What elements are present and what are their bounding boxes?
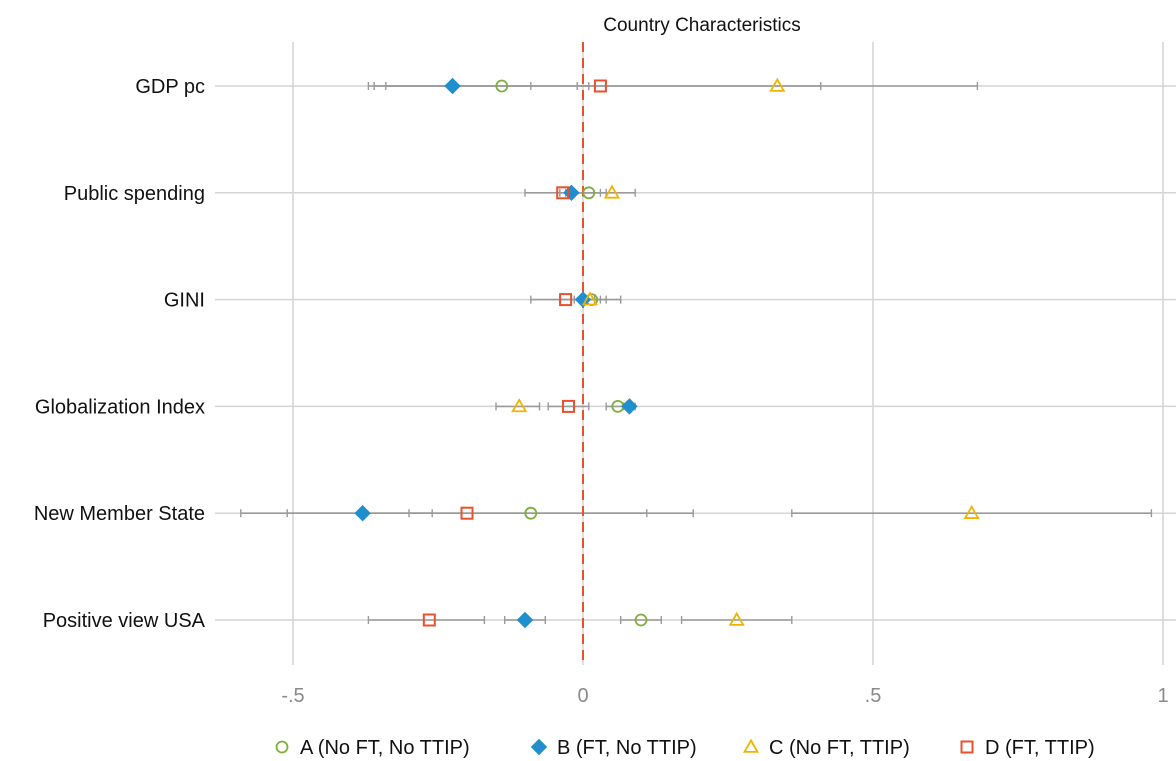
- point-marker: [728, 611, 745, 626]
- point-marker: [354, 504, 371, 522]
- category-gridlines: [215, 85, 1176, 621]
- point-marker: [593, 79, 607, 93]
- legend-marker: [960, 740, 974, 754]
- legend-item: C (No FT, TTIP): [742, 737, 910, 759]
- legend-label: C (No FT, TTIP): [769, 737, 910, 759]
- point-marker: [581, 291, 599, 306]
- legend-marker: [530, 738, 548, 756]
- point-marker: [524, 506, 538, 520]
- point-marker: [621, 398, 638, 415]
- point-marker: [963, 504, 980, 519]
- confidence-intervals: [240, 82, 1153, 624]
- x-tick-label: 1: [1157, 685, 1168, 707]
- category-label: GINI: [164, 290, 205, 312]
- point-marker: [516, 611, 534, 629]
- category-label: Public spending: [64, 183, 205, 205]
- point-marker: [444, 77, 461, 95]
- category-label: Globalization Index: [35, 396, 205, 418]
- legend: A (No FT, No TTIP) B (FT, No TTIP) C (No F…: [275, 737, 1095, 759]
- legend-item: B (FT, No TTIP): [530, 737, 697, 759]
- x-axis-tick-labels: -.5 0 .5 1: [281, 685, 1168, 707]
- point-marker: [769, 77, 786, 92]
- point-estimates: [354, 77, 980, 629]
- point-marker: [460, 506, 474, 520]
- point-marker: [603, 184, 621, 199]
- point-marker: [582, 186, 596, 200]
- point-marker: [511, 398, 528, 413]
- point-marker: [559, 293, 573, 307]
- legend-item: D (FT, TTIP): [960, 737, 1095, 759]
- point-marker: [634, 613, 648, 627]
- category-label: New Member State: [34, 503, 205, 525]
- legend-marker: [742, 738, 760, 753]
- legend-label: A (No FT, No TTIP): [300, 737, 470, 759]
- point-marker: [495, 79, 509, 93]
- x-tick-label: -.5: [281, 685, 304, 707]
- legend-marker: [275, 740, 289, 754]
- legend-label: D (FT, TTIP): [985, 737, 1095, 759]
- category-labels: GDP pc Public spending GINI Globalization I…: [34, 76, 206, 632]
- point-marker: [422, 613, 436, 627]
- category-label: Positive view USA: [43, 610, 206, 632]
- point-marker: [562, 399, 575, 413]
- x-tick-label: .5: [865, 685, 882, 707]
- vertical-gridlines: [292, 42, 1164, 665]
- x-tick-label: 0: [577, 685, 588, 707]
- category-label: GDP pc: [135, 76, 205, 98]
- chart-title: Country Characteristics: [603, 15, 800, 36]
- legend-label: B (FT, No TTIP): [557, 737, 697, 759]
- legend-item: A (No FT, No TTIP): [275, 737, 470, 759]
- point-marker: [556, 186, 570, 200]
